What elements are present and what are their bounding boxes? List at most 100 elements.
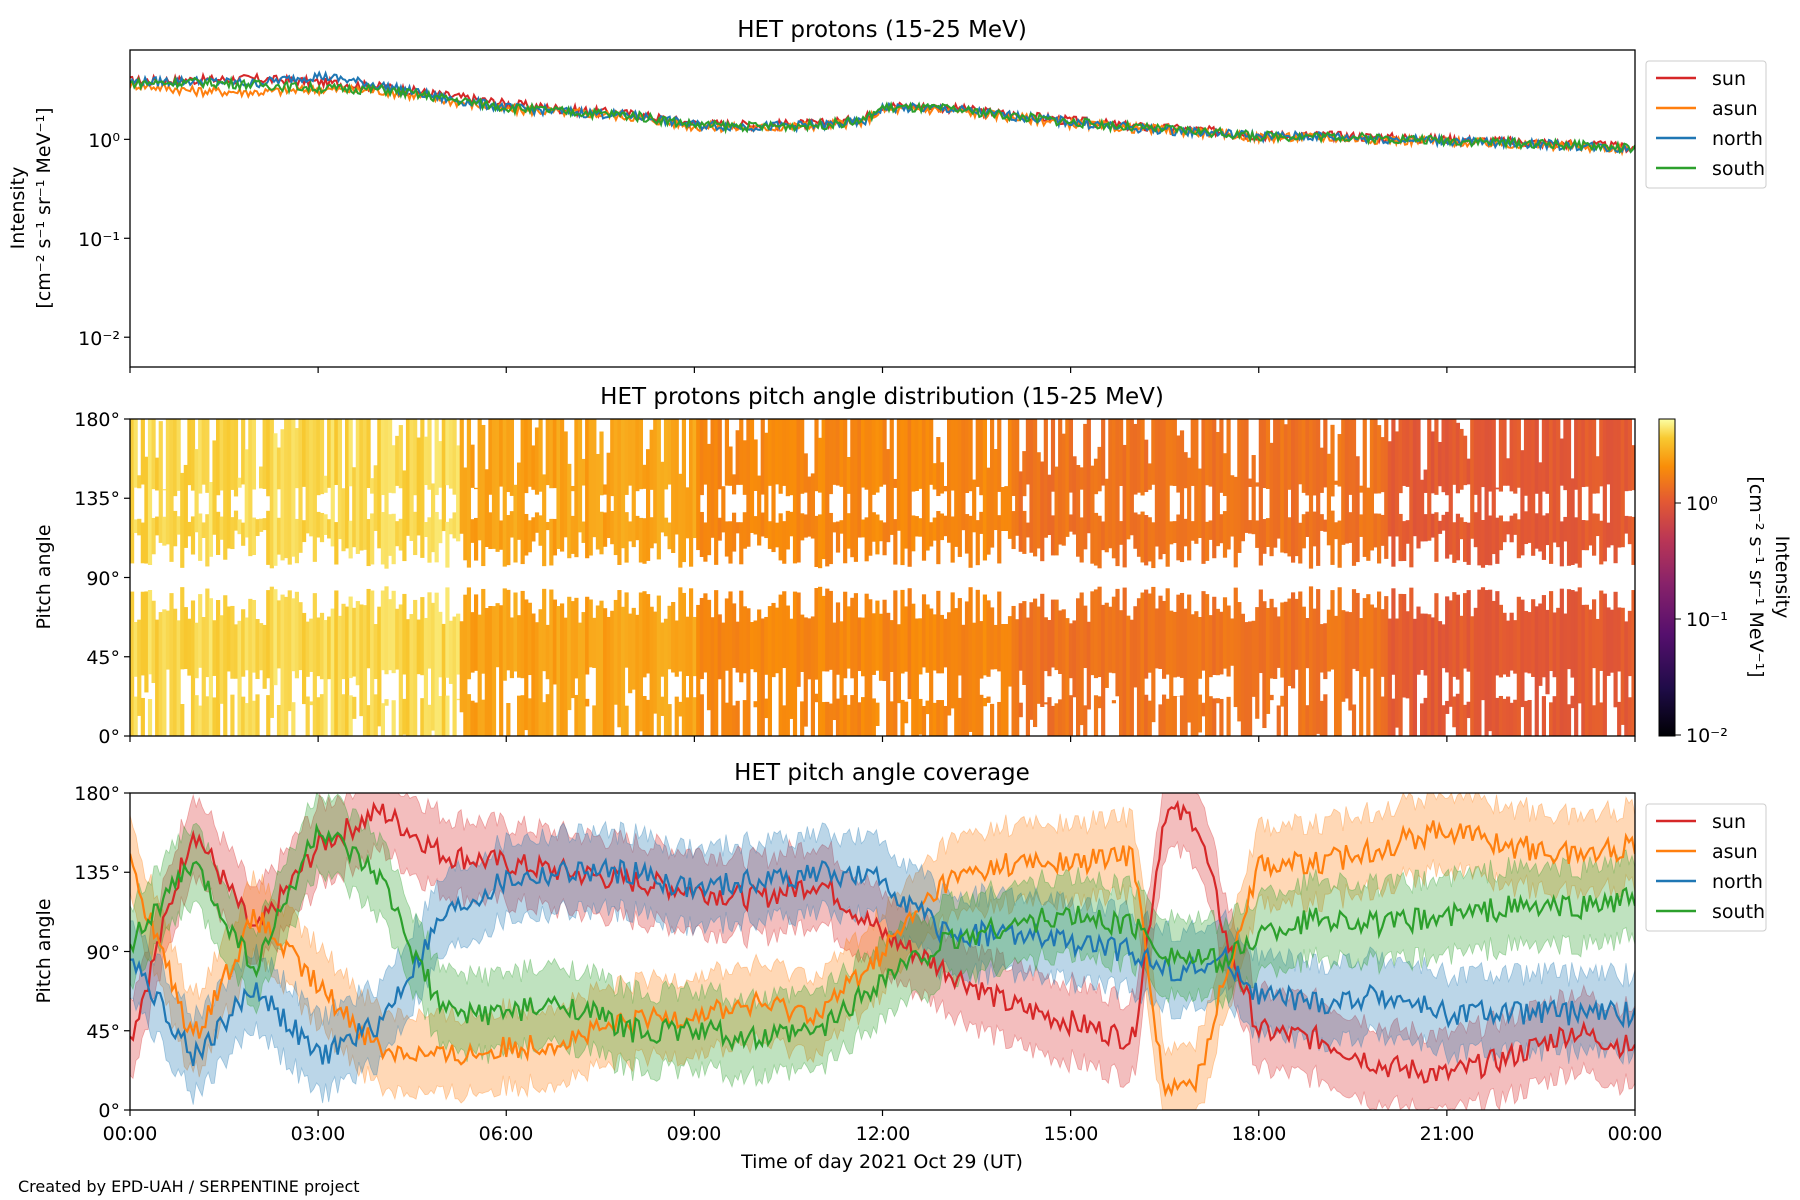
heatmap-cell xyxy=(1523,700,1529,736)
heatmap-cell xyxy=(1330,424,1335,497)
heatmap-cell xyxy=(1488,515,1493,566)
heatmap-cell xyxy=(1183,608,1188,736)
heatmap-cell xyxy=(1179,592,1185,678)
heatmap-cell xyxy=(1291,592,1296,689)
heatmap-cell xyxy=(699,694,704,736)
heatmap-cell xyxy=(1101,521,1106,551)
panel3-bands-group xyxy=(130,793,1635,1110)
heatmap-cell xyxy=(1592,419,1597,494)
heatmap-cell xyxy=(233,510,239,531)
heatmap-cell xyxy=(1624,621,1629,736)
heatmap-cell xyxy=(947,612,952,716)
heatmap-cell xyxy=(1215,698,1220,704)
heatmap-cell xyxy=(309,701,314,706)
heatmap-cell xyxy=(624,419,629,495)
heatmap-cell xyxy=(380,703,386,736)
heatmap-cell xyxy=(685,616,690,677)
heatmap-cell xyxy=(714,419,719,565)
heatmap-cell xyxy=(997,701,1002,736)
heatmap-cell xyxy=(599,431,604,496)
heatmap-cell xyxy=(262,419,267,489)
heatmap-cell xyxy=(939,462,945,494)
heatmap-cell xyxy=(445,695,450,736)
heatmap-cell xyxy=(319,694,325,736)
heatmap-cell xyxy=(445,587,450,678)
heatmap-cell xyxy=(276,600,282,669)
heatmap-cell xyxy=(1498,604,1504,678)
heatmap-cell xyxy=(671,419,676,553)
heatmap-cell xyxy=(1434,593,1439,736)
heatmap-cell xyxy=(334,590,339,736)
heatmap-cell xyxy=(853,419,859,562)
heatmap-cell xyxy=(732,474,737,495)
colorbar-label-line2: [cm⁻² s⁻¹ sr⁻¹ MeV⁻¹] xyxy=(1745,476,1767,677)
heatmap-cell xyxy=(821,419,826,560)
heatmap-cell xyxy=(1269,694,1274,701)
heatmap-cell xyxy=(527,520,532,553)
heatmap-cell xyxy=(846,704,851,736)
heatmap-cell xyxy=(900,589,905,674)
heatmap-cell xyxy=(273,433,278,566)
heatmap-cell xyxy=(1584,419,1590,487)
heatmap-cell xyxy=(1018,603,1023,671)
heatmap-cell xyxy=(452,419,457,495)
heatmap-cell xyxy=(1430,617,1435,736)
xtick-label-2400: 00:00 xyxy=(1608,1123,1663,1145)
heatmap-cell xyxy=(341,694,346,736)
heatmap-cell xyxy=(341,488,346,552)
heatmap-cell xyxy=(886,612,891,736)
heatmap-cell xyxy=(470,444,475,488)
heatmap-cell xyxy=(549,518,554,566)
heatmap-cell xyxy=(875,600,880,671)
heatmap-cell xyxy=(208,598,214,736)
heatmap-cell xyxy=(1047,619,1052,677)
heatmap-cell xyxy=(402,593,407,675)
heatmap-cell xyxy=(1430,513,1435,538)
heatmap-cell xyxy=(728,521,733,564)
heatmap-cell xyxy=(1169,419,1174,486)
panel1-y-ticks xyxy=(124,138,130,338)
heatmap-cell xyxy=(635,614,640,736)
heatmap-cell xyxy=(1219,419,1224,493)
heatmap-cell xyxy=(373,465,378,531)
heatmap-cell xyxy=(706,443,712,556)
heatmap-cell xyxy=(1502,419,1507,486)
heatmap-cell xyxy=(1212,596,1217,675)
heatmap-cell xyxy=(1455,513,1461,561)
heatmap-cell xyxy=(900,699,905,736)
heatmap-cell xyxy=(1097,446,1102,492)
panel3-title: HET pitch angle coverage xyxy=(734,760,1030,786)
heatmap-cell xyxy=(1119,521,1124,545)
heatmap-cell xyxy=(560,603,565,736)
heatmap-cell xyxy=(932,517,937,541)
heatmap-cell xyxy=(517,615,522,678)
heatmap-cell xyxy=(323,514,328,535)
heatmap-cell xyxy=(1566,704,1572,736)
heatmap-cell xyxy=(190,600,196,736)
heatmap-cell xyxy=(352,607,357,677)
heatmap-cell xyxy=(692,419,697,539)
heatmap-cell xyxy=(1079,592,1084,726)
heatmap-cell xyxy=(1050,599,1056,668)
heatmap-cell xyxy=(857,419,862,538)
heatmap-cell xyxy=(993,624,998,670)
heatmap-cell xyxy=(1341,610,1346,702)
heatmap-cell xyxy=(1416,606,1421,675)
heatmap-cell xyxy=(1334,480,1339,485)
xtick-label-0900: 09:00 xyxy=(667,1123,722,1145)
heatmap-cell xyxy=(1351,589,1357,669)
heatmap-cell xyxy=(1043,419,1048,538)
heatmap-cell xyxy=(345,419,350,549)
panel1-line-south xyxy=(130,75,1635,155)
heatmap-cell xyxy=(789,618,794,719)
heatmap-cell xyxy=(1609,419,1615,546)
heatmap-cell xyxy=(348,596,353,679)
xtick-label-2100: 21:00 xyxy=(1420,1123,1475,1145)
panel2-ytick-label-135: 135° xyxy=(74,488,120,510)
heatmap-cell xyxy=(488,606,493,736)
heatmap-cell xyxy=(1373,513,1378,548)
heatmap-cell xyxy=(1022,451,1027,497)
heatmap-cell xyxy=(531,445,536,490)
heatmap-cell xyxy=(563,431,568,538)
heatmap-cell xyxy=(749,419,755,533)
